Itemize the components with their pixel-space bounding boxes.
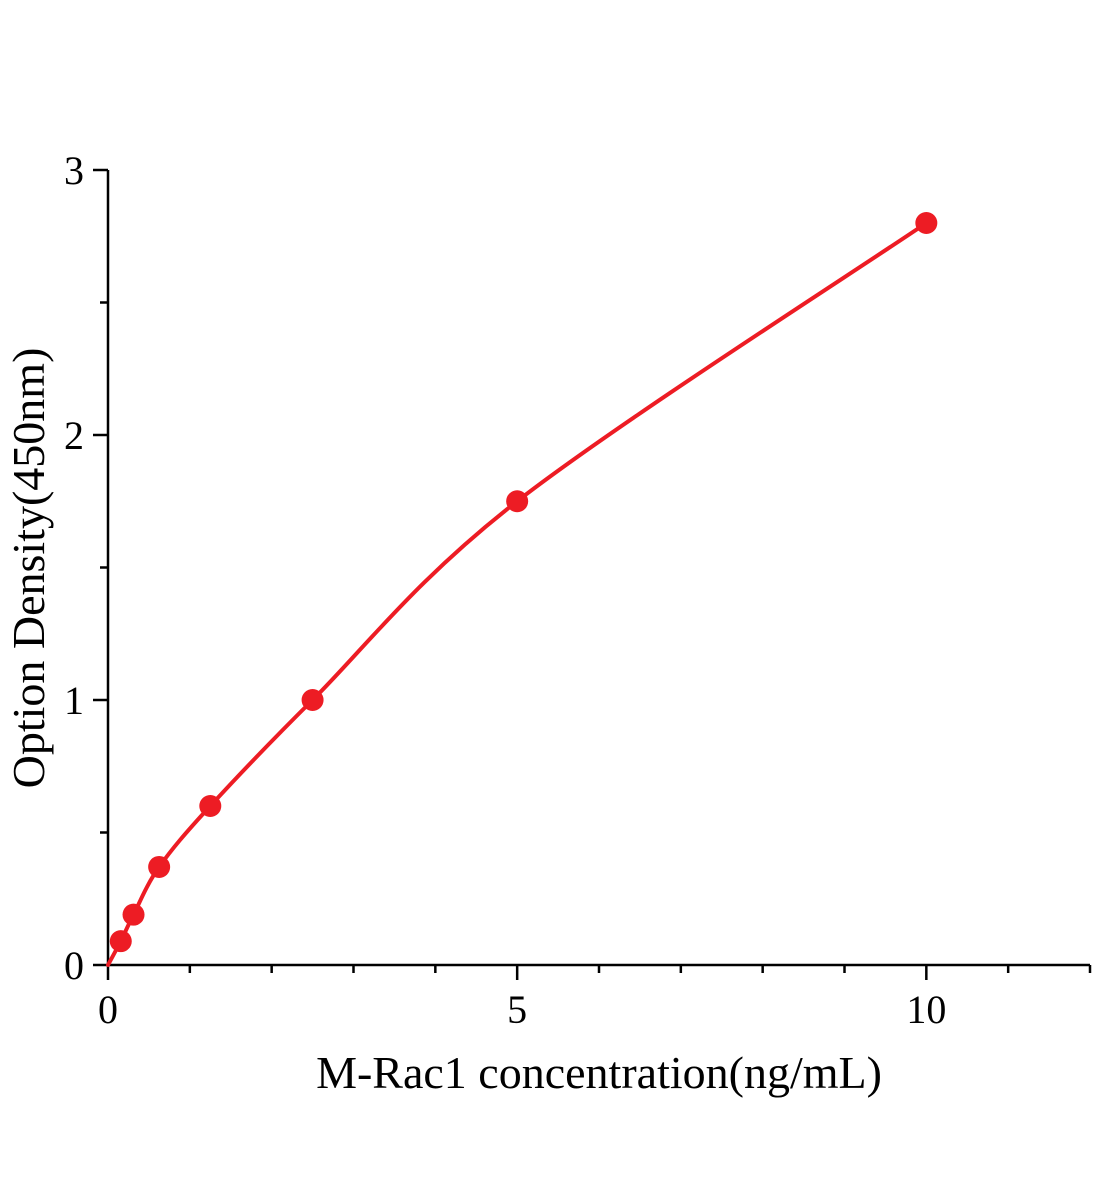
standard-curve-line	[106, 221, 929, 967]
y-tick-label: 2	[64, 413, 84, 458]
data-point-marker	[301, 689, 324, 711]
y-tick-label: 0	[64, 943, 84, 988]
y-axis-title: Option Density(450nm)	[3, 348, 54, 789]
axes-layer: 0 5 10 0 1 2 3	[64, 148, 1092, 1032]
data-point-marker	[148, 855, 171, 878]
data-point-marker	[199, 795, 222, 817]
data-point-marker	[122, 903, 145, 926]
data-point-marker	[915, 212, 938, 234]
x-tick-label: 0	[98, 987, 118, 1032]
y-tick-label: 1	[64, 678, 84, 723]
data-series-layer	[106, 212, 938, 967]
x-tick-label: 10	[906, 987, 946, 1032]
x-axis-title: M-Rac1 concentration(ng/mL)	[316, 1047, 882, 1098]
data-point-marker	[109, 930, 132, 953]
data-point-marker	[506, 490, 529, 513]
y-tick-label: 3	[64, 148, 84, 193]
x-tick-label: 5	[507, 987, 527, 1032]
